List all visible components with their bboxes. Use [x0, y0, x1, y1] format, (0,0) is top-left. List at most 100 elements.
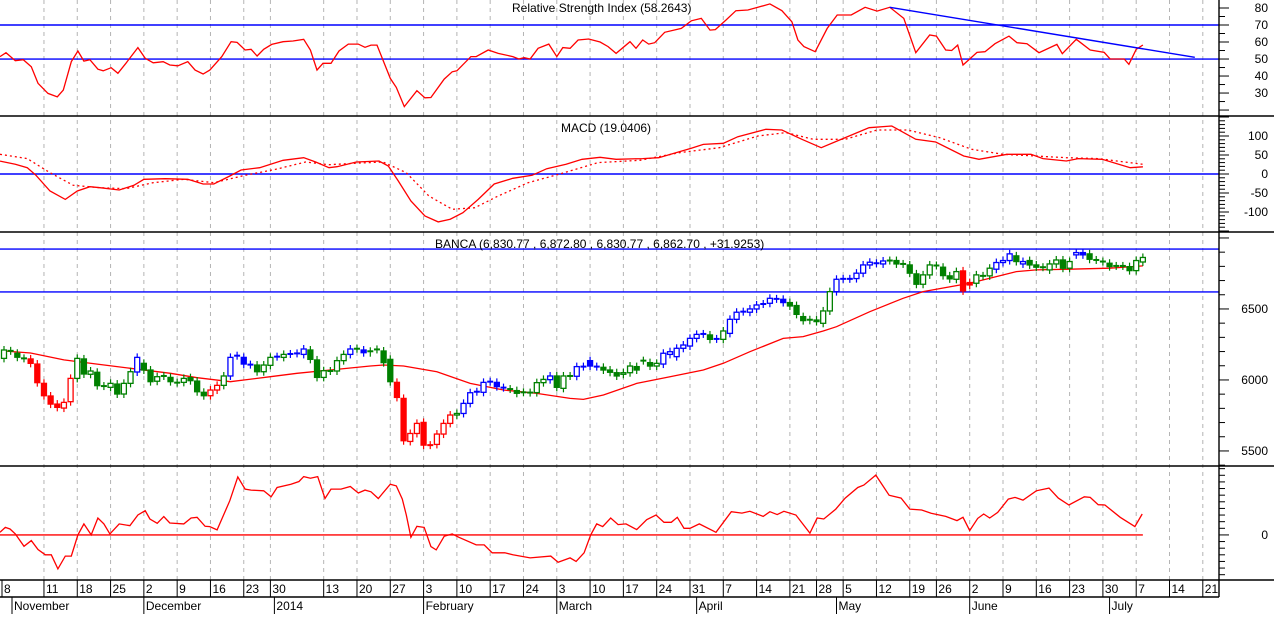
candle-body [1126, 265, 1133, 272]
x-tick-label: 3 [426, 582, 433, 596]
candle-body [946, 275, 953, 280]
candle-body [1006, 253, 1013, 262]
x-tick-label: 5 [845, 582, 852, 596]
month-label: 2014 [276, 599, 303, 613]
candle [67, 374, 74, 406]
candle [553, 371, 560, 392]
candle-body [413, 422, 421, 435]
candle-body [613, 372, 620, 377]
candle [407, 429, 414, 446]
candle-body [387, 358, 394, 383]
x-tick-label: 20 [359, 582, 373, 596]
candle-body [1019, 260, 1027, 265]
candle [933, 261, 940, 270]
candle-body [913, 273, 920, 285]
candle-body [467, 392, 474, 405]
candle [487, 377, 494, 386]
candle [1039, 263, 1046, 272]
y-tick-label: 40 [1255, 69, 1269, 83]
candle [673, 344, 680, 361]
candle [360, 345, 367, 357]
candle-body [0, 349, 8, 360]
candle [793, 301, 800, 319]
candle-body [620, 372, 627, 375]
candle [433, 430, 441, 449]
x-tick-label: 28 [819, 582, 833, 596]
candle [573, 362, 580, 381]
candle-body [27, 358, 34, 364]
candle-body [480, 381, 487, 393]
candle [1106, 259, 1113, 271]
candle [1026, 256, 1033, 269]
candle-body [753, 304, 760, 310]
candle-body [573, 365, 580, 377]
candle [300, 345, 307, 359]
month-label: November [14, 599, 69, 613]
candle [47, 391, 54, 409]
candle [134, 353, 141, 377]
candle [1073, 248, 1080, 259]
candle [613, 368, 620, 380]
x-tick-label: 2 [146, 582, 153, 596]
candle [1079, 248, 1087, 259]
y-tick-label: 50 [1255, 52, 1269, 66]
candle-body [140, 362, 148, 371]
candle-body [54, 403, 61, 409]
candle [420, 418, 427, 450]
candle [833, 275, 840, 296]
candle-body [919, 274, 927, 285]
candle [1133, 256, 1140, 275]
candle [820, 306, 827, 328]
trendline [889, 6, 1195, 59]
candle [733, 308, 740, 324]
x-tick-label: 24 [659, 582, 673, 596]
candle-body [1106, 262, 1113, 268]
candle-body [626, 365, 634, 374]
candle-body [407, 432, 414, 443]
candle [180, 374, 187, 387]
candle-body [400, 397, 407, 442]
candle [213, 381, 221, 395]
x-tick-label: 16 [212, 582, 226, 596]
candle [926, 260, 933, 279]
candle [760, 299, 767, 308]
x-axis: 8 11 18 25 2 9 16 23 30 13 20 27 3 10 17 24 3 10 17 24 31 7 14… [0, 0, 1220, 614]
x-tick-label: 30 [272, 582, 286, 596]
candle-body [706, 334, 714, 340]
candle-body [646, 361, 654, 367]
candle [1119, 261, 1126, 270]
candle-body [800, 315, 807, 322]
candle [240, 353, 247, 369]
candle [347, 345, 354, 359]
candle-body [859, 264, 867, 274]
candle [900, 259, 907, 268]
month-label: February [426, 599, 474, 613]
candle [160, 371, 167, 380]
candle-body [453, 412, 461, 416]
candle-body [1046, 263, 1053, 271]
candle-body [300, 348, 307, 356]
candle-body [94, 371, 101, 387]
candle [500, 383, 507, 392]
candle-body [40, 382, 48, 397]
candle [580, 362, 587, 371]
rsi-panel: 30 40 50 60 70 80 [0, 1, 1274, 117]
candle [546, 371, 554, 384]
candle-body [1059, 259, 1067, 269]
candle [507, 385, 514, 394]
candle-body [853, 272, 860, 280]
candle-body [653, 362, 660, 367]
candle [959, 266, 967, 295]
candle-body [440, 422, 447, 435]
candle-body [347, 348, 354, 356]
x-tick-label: 3 [559, 582, 566, 596]
candle-body [1073, 251, 1080, 256]
candle-body [67, 377, 74, 403]
candle-body [513, 389, 520, 394]
month-label: April [699, 599, 723, 613]
candle-body [533, 382, 540, 394]
candle [207, 386, 214, 400]
candle-body [586, 359, 594, 367]
candle-body [986, 267, 993, 277]
month-label: March [559, 599, 592, 613]
